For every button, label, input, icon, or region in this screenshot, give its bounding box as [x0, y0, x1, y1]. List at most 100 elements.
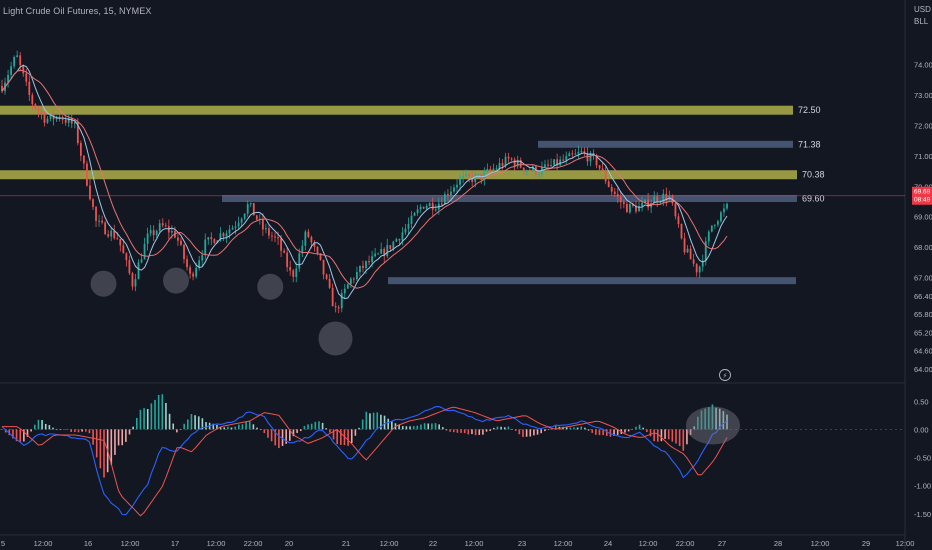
histogram-bar: [482, 429, 484, 435]
candle-body: [586, 152, 589, 162]
candle-body: [189, 267, 191, 274]
candle-body: [92, 199, 94, 207]
histogram-bar: [77, 429, 80, 433]
candle-body: [510, 158, 513, 160]
candle-body: [255, 215, 258, 220]
candle-body: [589, 153, 592, 162]
time-tick-label: 21: [342, 539, 350, 548]
time-tick-label: 12:00: [121, 539, 140, 548]
histogram-bar: [365, 411, 368, 430]
candle-body: [201, 255, 204, 261]
candle-body: [456, 184, 458, 188]
lightning-badge-icon[interactable]: [719, 369, 731, 381]
time-tick-label: 29: [862, 539, 870, 548]
candle-body: [265, 228, 267, 230]
candle-body: [325, 274, 328, 279]
candle-body: [64, 119, 67, 123]
histogram-bar: [274, 429, 277, 446]
candle-body: [128, 260, 131, 274]
candle-body: [207, 237, 210, 240]
candle-body: [7, 74, 9, 83]
candle-body: [310, 237, 313, 243]
histogram-bar: [718, 408, 721, 430]
candle-body: [477, 173, 480, 175]
marked-low-circle: [90, 270, 117, 297]
candle-body: [116, 238, 119, 240]
histogram-bar: [299, 429, 302, 432]
histogram-bar: [686, 429, 688, 445]
histogram-bar: [707, 407, 710, 430]
candle-body: [22, 65, 25, 74]
histogram-bar: [329, 429, 331, 433]
time-tick-label: 12:00: [639, 539, 658, 548]
fast-moving-average: [1, 64, 728, 300]
histogram-bar: [154, 399, 156, 430]
candle-body: [89, 185, 91, 200]
time-tick-label: 22: [429, 539, 437, 548]
histogram-bar: [405, 426, 408, 430]
histogram-bar: [121, 429, 124, 446]
histogram-bar: [675, 429, 677, 444]
histogram-bar: [48, 425, 51, 430]
histogram-bar: [605, 429, 608, 436]
candle-body: [434, 209, 437, 211]
candle-body: [726, 203, 728, 209]
candle-body: [183, 244, 185, 260]
histogram-bar: [307, 424, 309, 430]
histogram-bar: [656, 429, 659, 442]
candle-body: [629, 203, 631, 213]
histogram-bar: [704, 408, 706, 430]
histogram-bar: [88, 429, 91, 434]
histogram-bar: [474, 429, 477, 436]
candle-body: [155, 230, 158, 236]
time-tick-label: 27: [718, 539, 726, 548]
candle-body: [638, 206, 640, 212]
histogram-bar: [372, 412, 375, 430]
level-low-support[interactable]: [388, 277, 796, 285]
histogram-bar: [241, 424, 244, 430]
time-tick-label: 16: [84, 539, 92, 548]
candle-body: [225, 233, 228, 237]
candle-body: [377, 253, 380, 255]
histogram-bar: [37, 419, 40, 430]
histogram-bar: [285, 429, 287, 444]
histogram-bar: [609, 429, 612, 437]
histogram-bar: [398, 424, 400, 430]
histogram-bar: [347, 429, 349, 446]
histogram-bar: [602, 429, 604, 436]
level-69.60[interactable]: [222, 194, 797, 202]
candle-body: [374, 253, 377, 257]
level-72.50[interactable]: [0, 105, 793, 115]
horizontal-levels[interactable]: 72.50 71.38 70.38 69.60: [0, 105, 905, 285]
candle-body: [61, 118, 64, 120]
candle-body: [231, 227, 234, 230]
level-71.38[interactable]: [538, 140, 793, 148]
candle-body: [619, 196, 622, 203]
histogram-bar: [423, 423, 426, 430]
candle-body: [95, 206, 97, 221]
level-70.38[interactable]: [0, 170, 797, 180]
candle-body: [131, 273, 134, 287]
candle-body: [519, 160, 522, 168]
candle-body: [604, 170, 607, 182]
candle-body: [601, 168, 604, 171]
histogram-bar: [700, 410, 703, 430]
slow-moving-average: [1, 69, 728, 289]
histogram-bar: [613, 429, 615, 436]
histogram-bar: [66, 429, 69, 430]
candle-body: [301, 245, 304, 254]
histogram-bar: [219, 427, 222, 430]
candle-body: [668, 195, 671, 200]
histogram-bar: [416, 425, 419, 430]
candle-body: [283, 250, 286, 253]
signal-line: [2, 406, 728, 517]
candle-body: [289, 267, 292, 271]
macd-highlight-ellipse: [686, 406, 740, 445]
candle-body: [146, 233, 149, 244]
candle-body: [143, 243, 146, 260]
candle-body: [362, 265, 364, 269]
histogram-bar: [26, 429, 29, 437]
histogram-bar: [223, 427, 226, 430]
